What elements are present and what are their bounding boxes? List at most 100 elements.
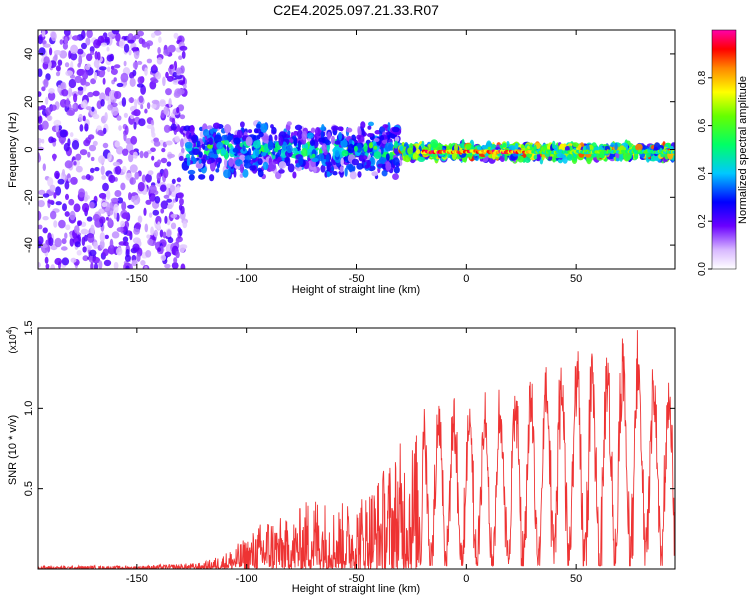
spectrogram-cell <box>41 120 49 130</box>
spectrogram-cell <box>368 121 374 127</box>
spectrogram-cell <box>385 153 390 161</box>
spectrogram-cell <box>64 36 68 46</box>
spectrogram-cell <box>249 165 256 171</box>
spectrogram-cell <box>118 125 122 131</box>
spectrogram-cell <box>145 250 152 258</box>
spectrogram-cell <box>133 49 140 60</box>
spectrogram-cell <box>309 139 316 146</box>
spectrogram-cell <box>198 158 202 164</box>
spectrogram-cell <box>176 185 181 193</box>
spectrogram-cell <box>464 143 472 150</box>
spectrogram-cell <box>54 170 60 179</box>
spectrogram-xtick-label: -150 <box>126 273 148 285</box>
spectrogram-cell <box>38 236 44 245</box>
spectrogram-cell <box>65 193 69 200</box>
spectrogram-cell <box>151 132 156 138</box>
spectrogram-cell <box>351 158 360 166</box>
spectrogram-cell <box>152 64 157 71</box>
spectrogram-cell <box>150 226 155 236</box>
spectrogram-cell <box>177 192 184 199</box>
spectrogram-ytick-label: -40 <box>23 237 35 253</box>
spectrogram-cell <box>77 48 84 55</box>
spectrogram-cell <box>114 140 121 148</box>
spectrogram-cell <box>394 136 400 142</box>
spectrogram-cell <box>100 99 105 107</box>
spectrogram-cell <box>113 261 119 269</box>
spectrogram-cell <box>207 144 213 149</box>
spectrogram-cell <box>92 90 100 97</box>
spectrogram-cell <box>136 253 141 262</box>
spectrogram-cell <box>314 126 321 136</box>
spectrogram-cell <box>150 119 155 127</box>
spectrogram-cell <box>151 99 160 105</box>
spectrogram-cell <box>461 138 465 149</box>
spectrogram-cell <box>310 127 316 134</box>
spectrogram-cell <box>517 155 524 163</box>
spectrogram-cell <box>114 190 122 197</box>
spectrogram-cell <box>179 114 186 120</box>
spectrogram-cell <box>188 174 195 181</box>
spectrogram-cell <box>55 71 61 77</box>
spectrogram-cell <box>94 51 99 60</box>
spectrogram-cell <box>121 201 127 211</box>
spectrogram-cell <box>69 132 74 138</box>
spectrogram-cell <box>85 37 91 46</box>
spectrogram-cell <box>327 162 332 171</box>
spectrogram-cell <box>38 142 41 147</box>
spectrogram-cell <box>133 121 137 130</box>
spectrogram-cell <box>97 129 104 136</box>
spectrogram-axes: -150 -100 -50 0 50 -40 -20 0 20 40 <box>23 30 675 285</box>
spectrogram-cell <box>255 123 261 129</box>
spectrogram-cell <box>148 192 156 202</box>
spectrogram-cell <box>236 129 243 139</box>
spectrogram-cell <box>88 144 97 152</box>
spectrogram-xtick-label: 0 <box>463 273 469 285</box>
spectrogram-cell <box>180 263 186 269</box>
spectrogram-cell <box>90 156 95 162</box>
spectrogram-cell <box>45 96 49 105</box>
spectrogram-cell <box>176 177 182 183</box>
spectrogram-cell <box>257 169 264 178</box>
spectrogram-cell <box>50 137 57 143</box>
spectrogram-cell <box>297 129 303 140</box>
spectrogram-cell <box>502 142 507 148</box>
spectrogram-cell <box>55 186 62 196</box>
spectrogram-cell <box>387 122 391 132</box>
spectrogram-cell <box>70 44 79 54</box>
spectrogram-cell <box>535 154 541 162</box>
spectrogram-cell <box>141 174 146 183</box>
spectrogram-cell <box>392 173 399 181</box>
spectrogram-cell <box>334 140 341 145</box>
spectrogram-cell <box>124 125 129 135</box>
spectrogram-cell <box>143 207 147 216</box>
snr-xtick-label: 0 <box>463 573 469 585</box>
colorbar-tick-label: 0.2 <box>697 214 708 228</box>
spectrogram-cell <box>170 123 177 131</box>
spectrogram-cell <box>339 166 344 173</box>
spectrogram-cell <box>74 241 81 248</box>
spectrogram-cell <box>373 145 378 150</box>
spectrogram-cell <box>146 58 153 64</box>
spectrogram-cell <box>111 106 119 116</box>
spectrogram-cell <box>55 65 61 72</box>
spectrogram-cell <box>144 67 148 76</box>
spectrogram-cell <box>137 181 145 192</box>
spectrogram-cell <box>371 171 379 177</box>
spectrogram-cell <box>150 147 156 153</box>
snr-ytick-label: 0.5 <box>23 481 35 496</box>
spectrogram-cell <box>239 154 246 162</box>
spectrogram-cell <box>367 133 374 138</box>
spectrogram-cell <box>98 155 106 164</box>
spectrogram-cell <box>63 30 71 37</box>
spectrogram-cell <box>340 157 344 167</box>
spectrogram-cell <box>407 147 413 155</box>
spectrogram-cell <box>84 64 91 71</box>
colorbar: 0.0 0.2 0.4 0.6 0.8 Normalized spectral ampl… <box>697 29 749 276</box>
spectrogram-cell <box>147 42 150 50</box>
spectrogram-cell <box>53 220 58 228</box>
spectrogram-cell <box>163 168 169 179</box>
spectrogram-cell <box>38 36 43 45</box>
spectrogram-cell <box>63 142 70 152</box>
spectrogram-cell <box>128 49 132 56</box>
spectrogram-cell <box>74 225 80 234</box>
